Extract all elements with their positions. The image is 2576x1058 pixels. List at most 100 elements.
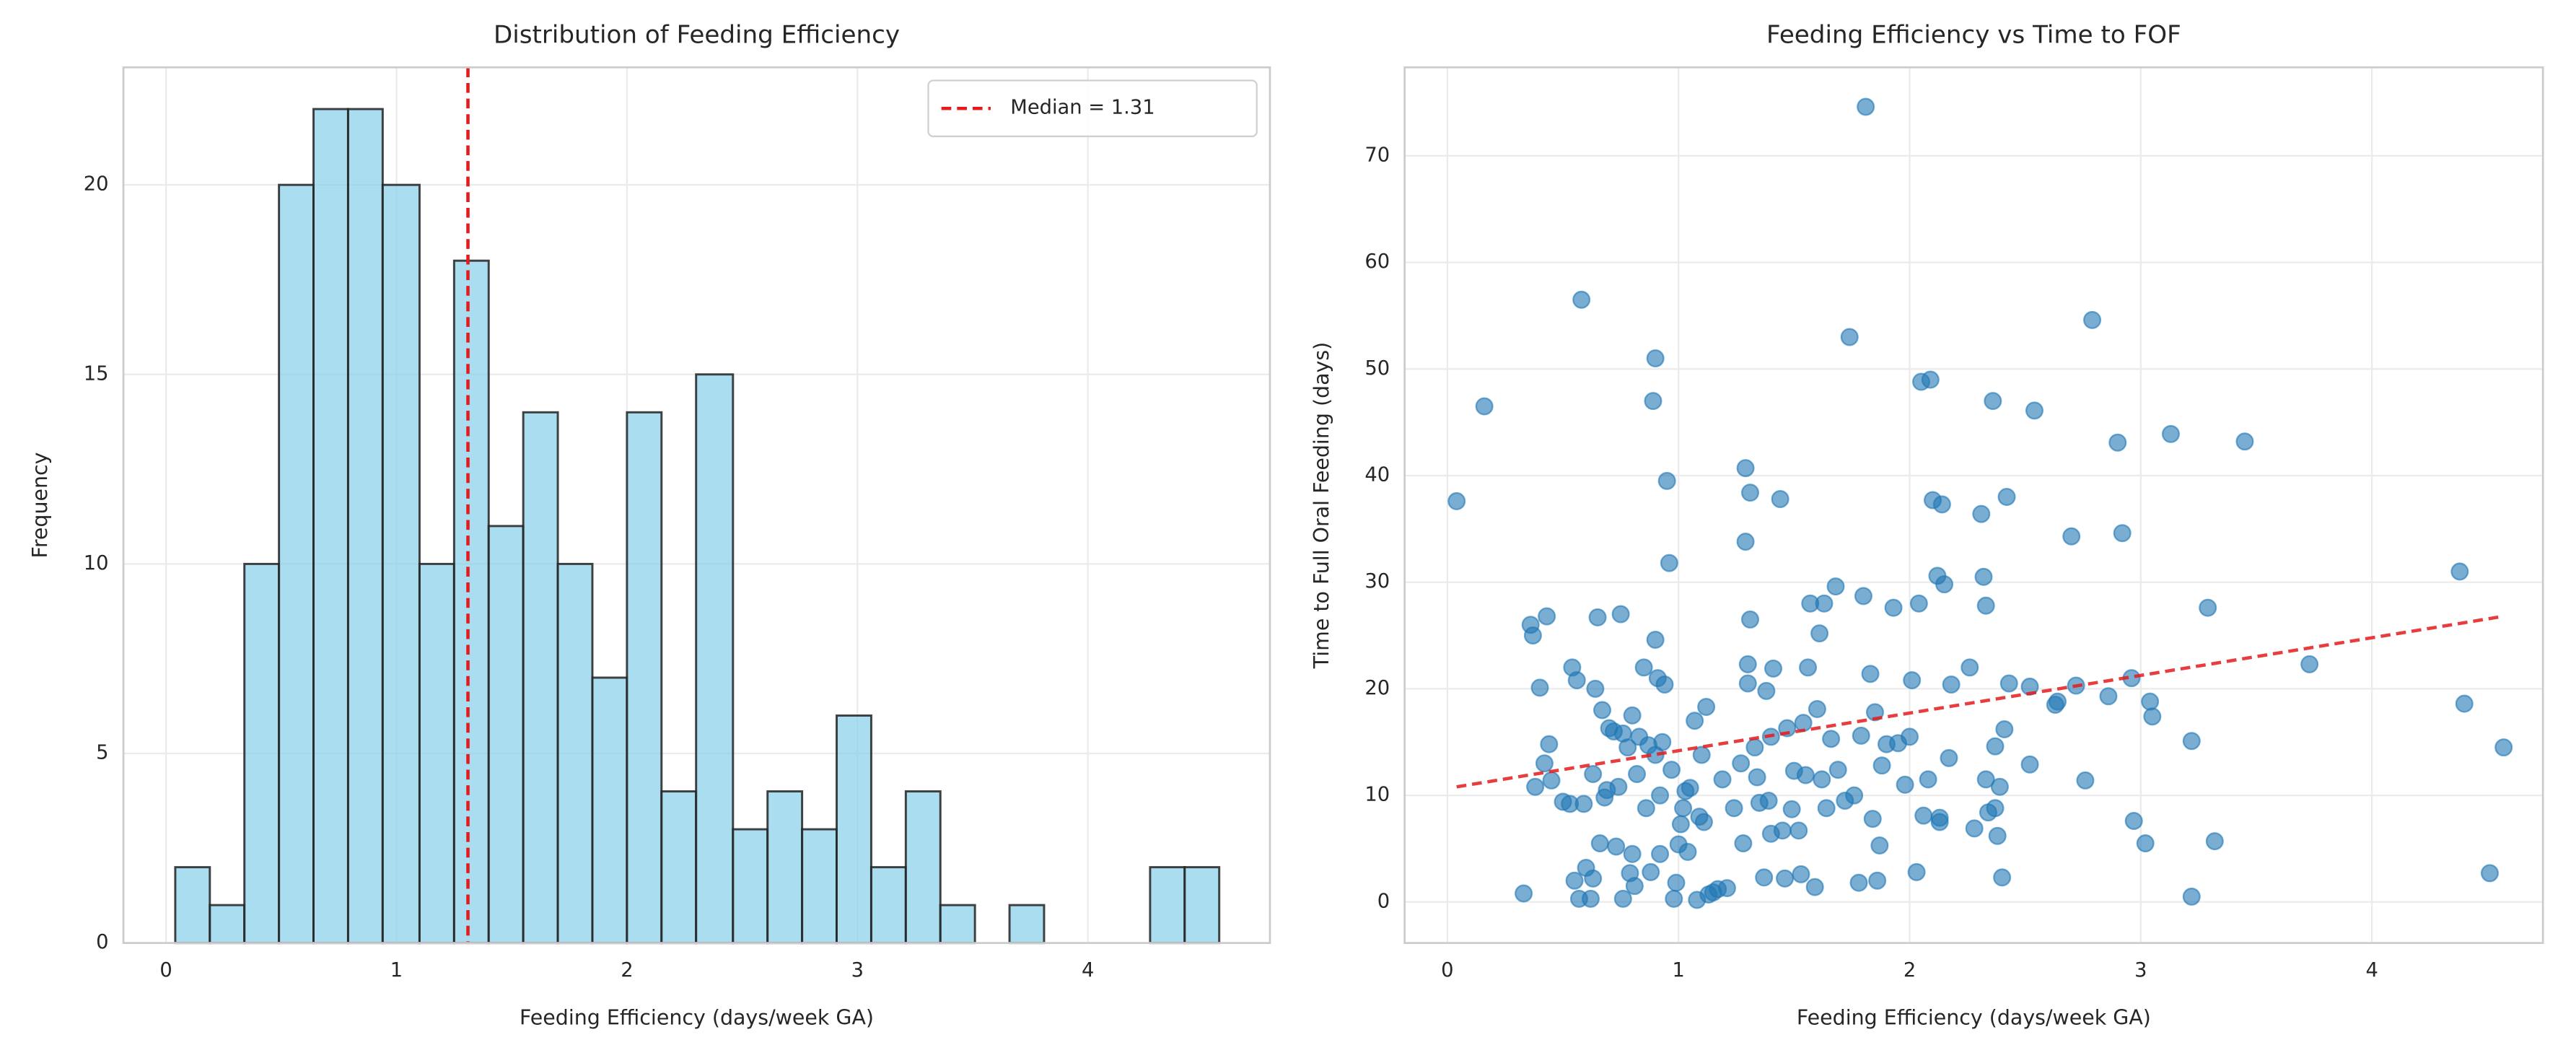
scatter-point [1542, 771, 1561, 790]
scatter-point [2182, 887, 2201, 906]
scatter-point [1475, 397, 1494, 416]
scatter-point [1653, 733, 1672, 751]
axes-frame [122, 66, 1271, 945]
scatter-point [1857, 97, 1875, 116]
scatter-point [1870, 836, 1889, 855]
y-tick-label: 20 [1364, 677, 1390, 699]
scatter-point [1993, 868, 2012, 887]
scatter-point [1634, 658, 1653, 677]
scatter-point [1526, 777, 1545, 796]
scatter-point [2083, 310, 2102, 329]
histogram-bar [209, 904, 246, 945]
histogram-bar [591, 676, 628, 945]
scatter-point [1662, 761, 1681, 779]
scatter-point [1828, 761, 1847, 779]
scatter-point [1990, 777, 2009, 796]
scatter-point [1657, 471, 1676, 490]
scatter-point [1995, 720, 2014, 739]
scatter-point [1738, 655, 1757, 673]
histogram-bar [801, 828, 838, 945]
scatter-point [1810, 624, 1829, 643]
scatter-point [1863, 810, 1882, 829]
scatter-point [1584, 869, 1603, 888]
y-tick-label: 15 [84, 362, 109, 385]
plot-area [1404, 67, 2544, 943]
x-tick-label: 3 [2134, 959, 2147, 982]
scatter-point [1815, 594, 1834, 613]
scatter-point [1738, 674, 1757, 693]
scatter-point [1586, 679, 1605, 698]
scatter-point [1540, 735, 1559, 753]
scatter-point [1623, 706, 1642, 725]
scatter-point [1637, 799, 1655, 818]
scatter-point [1849, 873, 1868, 892]
histogram-bar [312, 108, 349, 945]
scatter-point [1826, 577, 1845, 596]
scatter-point [1655, 675, 1674, 694]
scatter-point [1976, 596, 1995, 615]
scatter-point [1611, 605, 1630, 624]
scatter-point [1717, 879, 1736, 898]
scatter-point [2143, 707, 2162, 726]
scatter-point [2025, 401, 2043, 420]
scatter-point [1642, 862, 1660, 881]
scatter-point [1686, 712, 1704, 730]
scatter-point [1776, 869, 1795, 888]
scatter-point [1692, 746, 1711, 764]
scatter-point [1986, 799, 2005, 818]
scatter-point [1854, 587, 1872, 605]
histogram-bar [1183, 866, 1221, 945]
x-tick-label: 1 [1673, 959, 1685, 982]
scatter-point [1681, 779, 1699, 797]
scatter-point [1748, 768, 1766, 787]
scatter-point [1565, 871, 1584, 890]
panel: 0 1 2 3 4 0 5 10 15 20 Distribution of Feeding Eff… [28, 21, 1271, 1029]
scatter-point [1935, 575, 1954, 594]
scatter-point [1644, 392, 1662, 411]
scatter-point [1572, 290, 1591, 309]
scatter-point [1609, 777, 1628, 796]
y-tick-label: 60 [1364, 250, 1390, 273]
x-tick-label: 1 [390, 959, 403, 982]
scatter-point [1919, 770, 1937, 789]
x-tick-label: 0 [1441, 959, 1453, 982]
scatter-point [1613, 889, 1632, 908]
scatter-point [1792, 865, 1810, 883]
scatter-point [1584, 765, 1603, 784]
scatter-point [2300, 655, 2319, 673]
y-axis-label: Time to Full Oral Feeding (days) [1310, 342, 1333, 669]
scatter-point [1813, 770, 1831, 789]
scatter-point [1972, 504, 1991, 523]
scatter-point [1984, 392, 2002, 411]
scatter-point [2108, 433, 2127, 452]
x-tick-label: 4 [1082, 959, 1094, 982]
scatter-point [1732, 754, 1751, 773]
scatter-point [1755, 868, 1774, 887]
histogram-bar [278, 183, 315, 945]
scatter-point [1628, 765, 1647, 784]
scatter-point [2480, 864, 2500, 883]
scatter-point [1771, 489, 1789, 509]
histogram-bar [836, 714, 872, 945]
scatter-point [2199, 598, 2217, 617]
scatter-point [1651, 786, 1670, 805]
histogram-bar [1149, 866, 1186, 945]
histogram-bar [695, 373, 735, 945]
scatter-point [1997, 488, 2016, 507]
scatter-point [1757, 681, 1776, 700]
scatter-point [1651, 844, 1670, 863]
axes-frame [1403, 66, 2544, 945]
x-tick-label: 2 [621, 959, 633, 982]
scatter-point [2141, 692, 2160, 711]
scatter-point [1861, 665, 1880, 683]
scatter-point [1808, 699, 1826, 718]
y-axis-label: Frequency [28, 453, 52, 559]
y-tick-label: 10 [84, 552, 109, 574]
scatter-point [1789, 821, 1808, 840]
scatter-point [1523, 626, 1542, 645]
scatter-point [1794, 714, 1813, 733]
y-tick-label: 10 [1364, 784, 1390, 806]
scatter-point [2161, 424, 2180, 443]
scatter-point [1671, 815, 1690, 834]
